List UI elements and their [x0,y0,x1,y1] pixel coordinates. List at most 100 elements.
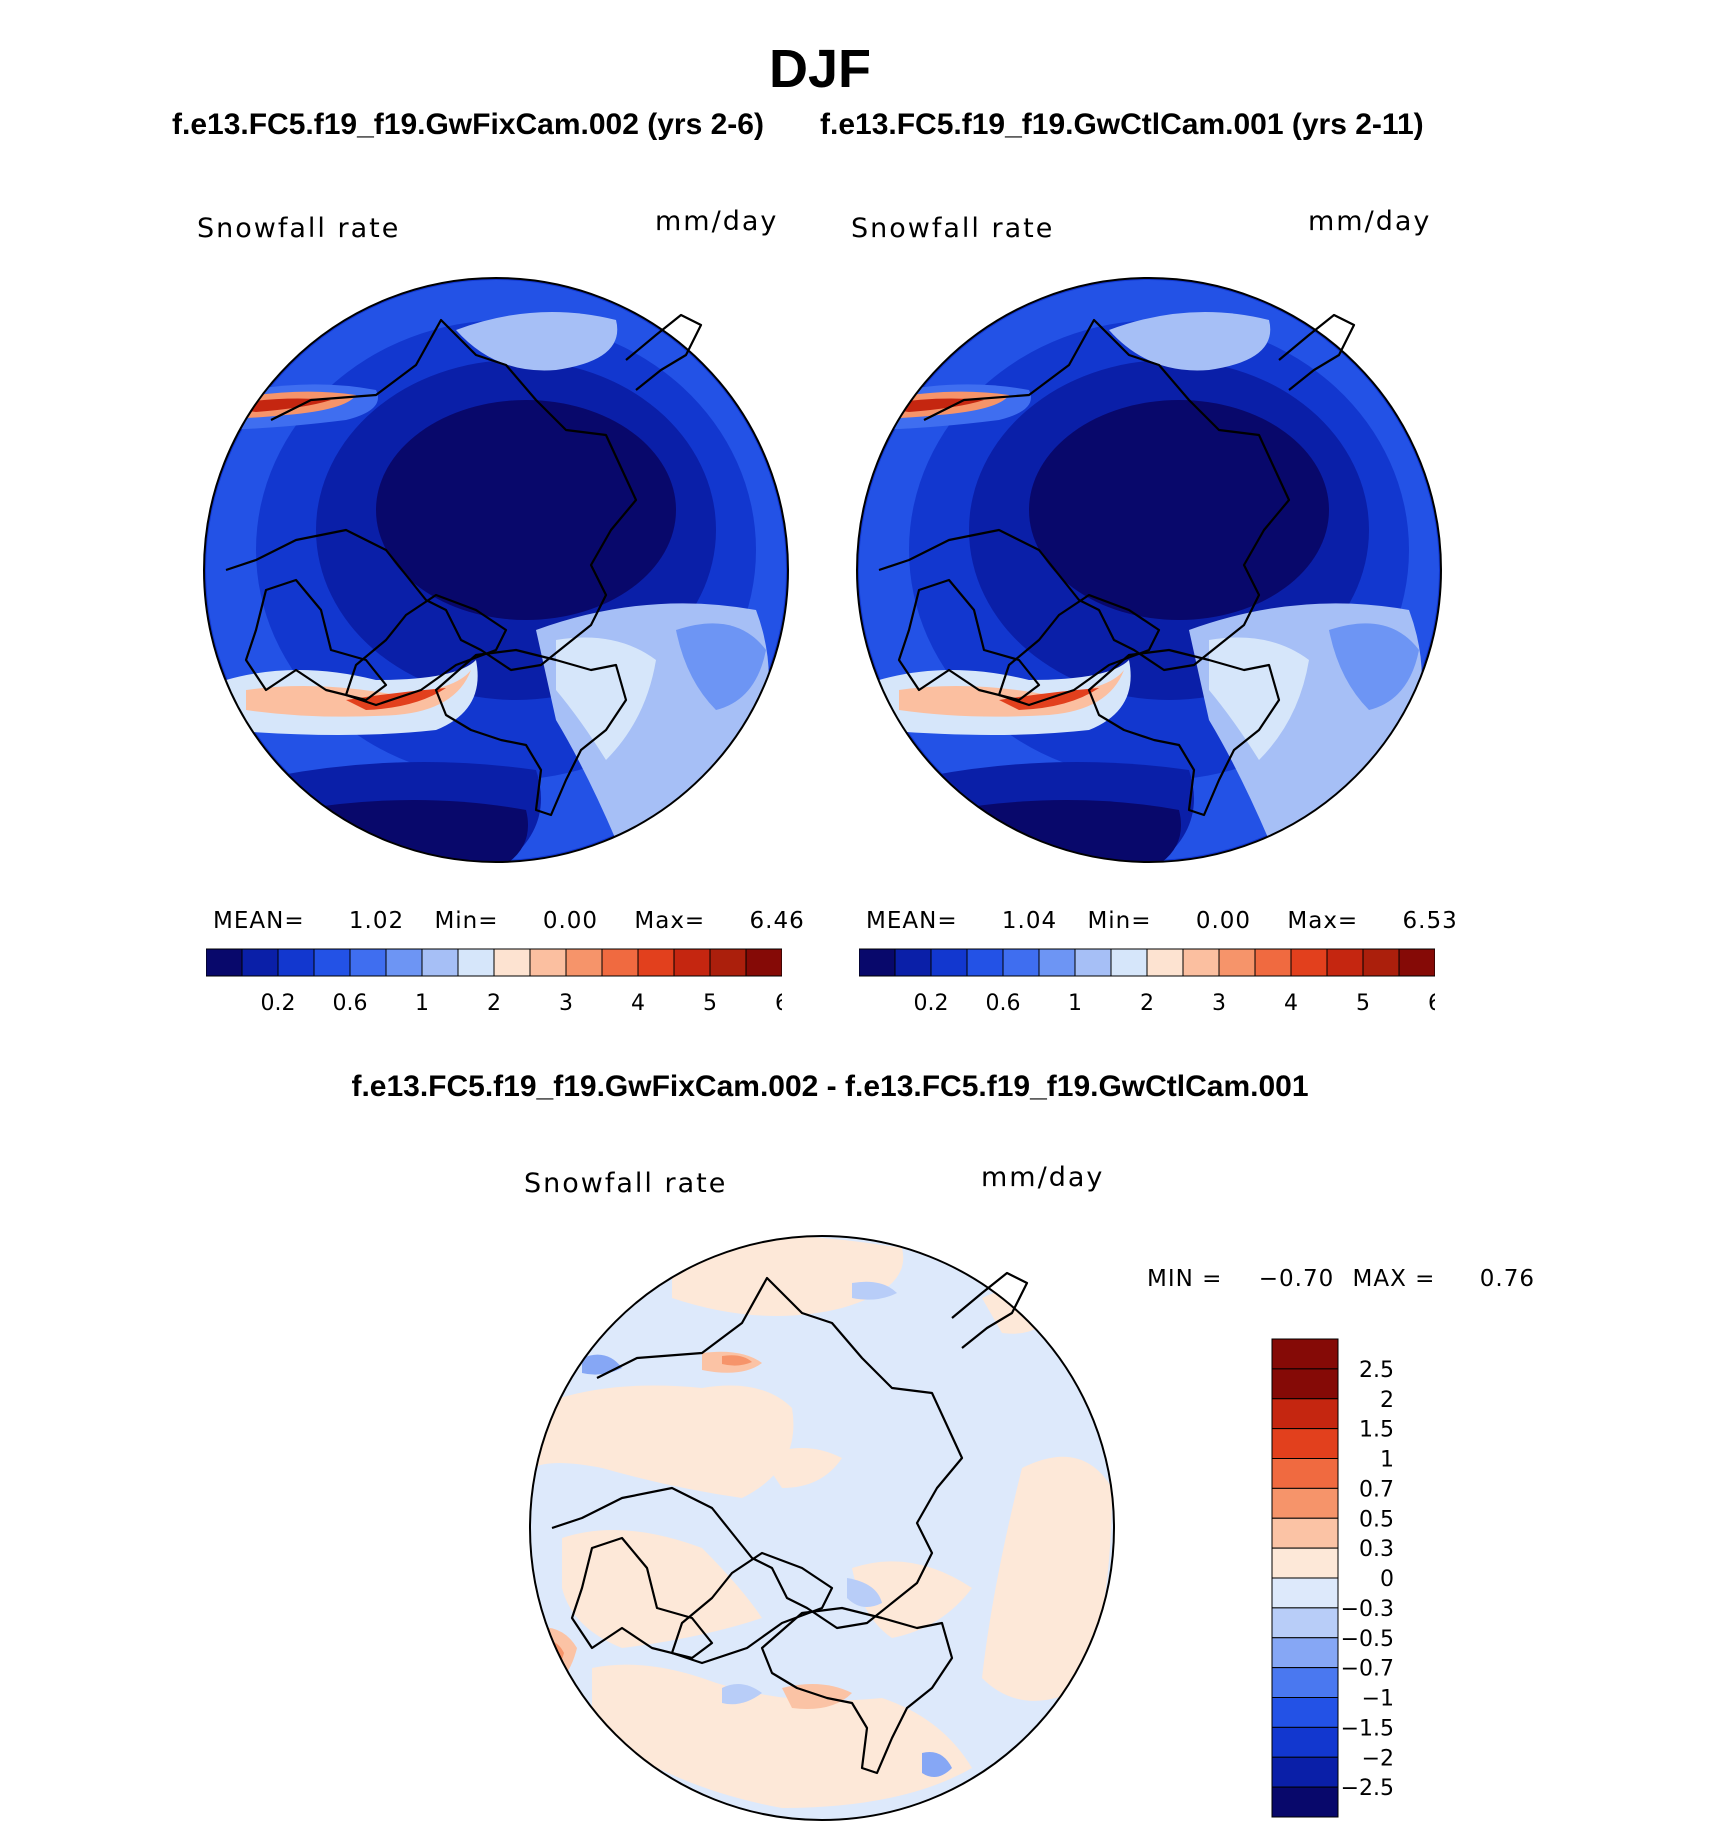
panel1-colorbar-swatch [421,948,459,977]
diff-colorbar: 2.5 2 1.5 1 0.7 0.5 0.3 0 −0.3 −0.5 −0.7 −1 −1.5 −2 −2… [1271,1338,1394,1818]
panel2-mean-value: 1.04 [1001,908,1058,934]
panel2-min-value: 0.00 [1195,908,1252,934]
coastline-4 [997,593,1161,707]
diff-max-value: 0.76 [1479,1266,1535,1292]
panel1-min-label: Min= [434,908,499,934]
map-boundary [856,277,1442,863]
diff-colorbar-swatch [1271,1398,1339,1430]
panel1-colorbar-swatch [206,948,243,977]
diff-positive-patch-0 [672,1236,904,1316]
coastline-3 [570,1536,714,1660]
panel2-colorbar-swatch [859,948,896,977]
diff-colorbar-swatch [1271,1338,1339,1370]
diff-colorbar-swatch [1271,1786,1339,1818]
panel2-colorbar-tick-label: 0.6 [986,991,1021,1016]
diff-colorbar-swatch [1271,1577,1339,1609]
diff-colorbar-swatch [1271,1458,1339,1489]
diff-colorbar-swatch [1271,1667,1339,1698]
diff-colorbar-swatch [1271,1637,1339,1669]
panel1-colorbar-swatch [637,948,675,977]
panel2-colorbar-swatch [1002,948,1040,977]
panel1-colorbar-swatch [565,948,603,977]
diff-positive-patch-4 [982,1456,1112,1701]
panel2-stats: MEAN= 1.04 Min= 0.00 Max= 6.53 [866,908,1458,934]
panel1-colorbar-swatch [277,948,315,977]
diff-min-label: MIN = [1147,1266,1223,1292]
diff-colorbar-tick-label: −1 [1362,1687,1394,1712]
coastline-4 [344,593,508,707]
panel2-polar-map [856,277,1442,863]
map-boundary [203,277,789,863]
diff-colorbar-swatch [1271,1368,1339,1400]
panel2-max-label: Max= [1287,908,1359,934]
coastline-2 [1278,313,1356,391]
diff-colorbar-swatch [1271,1726,1339,1758]
coastline-1 [760,1606,954,1775]
panel1-colorbar-swatch [493,948,531,977]
panel1-mean-label: MEAN= [213,908,305,934]
panel2-colorbar-tick-label: 0.2 [914,991,949,1016]
panel2-units-label: mm/day [1308,206,1432,237]
panel2-colorbar-swatch [966,948,1004,977]
diff-colorbar-tick-label: −0.5 [1341,1627,1394,1652]
panel2-colorbar-swatch [1362,948,1400,977]
panel1-colorbar-swatch [601,948,639,977]
diff-positive-patch-7 [762,1448,842,1488]
panel2-colorbar-tick-label: 2 [1140,991,1154,1016]
panel1-units-label: mm/day [655,206,779,237]
panel1-colorbar-tick-label: 3 [559,991,573,1016]
panel1-colorbar-tick-label: 4 [631,991,645,1016]
diff-colorbar-tick-label: −1.5 [1341,1716,1394,1741]
coastline-4 [670,1551,834,1665]
panel2-colorbar-swatch [930,948,968,977]
panel1-colorbar-tick-label: 2 [487,991,501,1016]
diff-title: f.e13.FC5.f19_f19.GwFixCam.002 - f.e13.F… [351,1070,1309,1103]
coastline-1 [434,648,628,817]
diff-colorbar-tick-label: 2 [1380,1388,1394,1413]
panel1-mean-value: 1.02 [348,908,405,934]
coastline-1 [1087,648,1281,817]
panel1-colorbar-swatch [709,948,747,977]
panel2-colorbar-swatch [1290,948,1328,977]
panel1-colorbar-swatch [313,948,351,977]
panel2-variable-label: Snowfall rate [851,213,1055,244]
panel1-colorbar-tick-label: 0.6 [333,991,368,1016]
diff-colorbar-tick-label: 1 [1380,1448,1394,1473]
panel1-colorbar-swatch [673,948,711,977]
panel1-colorbar-swatch [529,948,567,977]
diff-min-value: −0.70 [1258,1266,1335,1292]
coastline-3 [244,578,388,702]
coastline-2 [625,313,703,391]
panel1-colorbar-swatch [457,948,495,977]
panel2-colorbar-swatch [1326,948,1364,977]
panel2-colorbar-tick-label: 1 [1068,991,1082,1016]
diff-units-label: mm/day [981,1162,1105,1193]
panel2-max-value: 6.53 [1402,908,1458,934]
panel2-colorbar-swatch [894,948,932,977]
diff-colorbar-swatch [1271,1487,1339,1519]
panel2-min-label: Min= [1087,908,1152,934]
diff-colorbar-swatch [1271,1517,1339,1549]
coastline-0 [225,318,638,672]
panel2-colorbar-swatch [1254,948,1292,977]
panel1-min-value: 0.00 [542,908,599,934]
panel1-colorbar-swatch [349,948,387,977]
diff-max-label: MAX = [1352,1266,1436,1292]
panel2-colorbar-swatch [1398,948,1435,977]
diff-colorbar-tick-label: 1.5 [1359,1418,1394,1443]
panel1-variable-label: Snowfall rate [197,213,401,244]
coastline-0 [551,1276,964,1630]
diff-colorbar-swatch [1271,1547,1339,1579]
panel2-colorbar-tick-label: 3 [1212,991,1226,1016]
panel2-mean-label: MEAN= [866,908,958,934]
panel1-max-label: Max= [634,908,706,934]
panel1-colorbar-tick-label: 0.2 [261,991,296,1016]
case1-title: f.e13.FC5.f19_f19.GwFixCam.002 (yrs 2-6) [172,108,764,141]
diff-colorbar-swatch [1271,1428,1339,1459]
panel1-colorbar-swatch [745,948,782,977]
diff-colorbar-tick-label: 0 [1380,1567,1394,1592]
case2-title: f.e13.FC5.f19_f19.GwCtlCam.001 (yrs 2-11… [820,108,1424,141]
panel2-colorbar-swatch [1038,948,1076,977]
season-title: DJF [768,39,871,99]
panel2-colorbar-swatch [1074,948,1112,977]
